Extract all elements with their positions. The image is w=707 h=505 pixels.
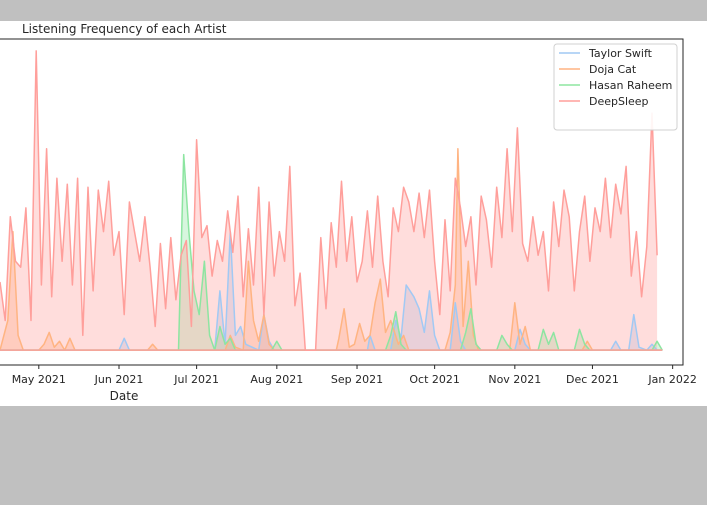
x-tick-label: Sep 2021 — [331, 373, 383, 386]
x-tick-label: Nov 2021 — [488, 373, 541, 386]
x-tick-label: Oct 2021 — [409, 373, 460, 386]
x-tick-label: Jul 2021 — [173, 373, 219, 386]
legend-label: Taylor Swift — [588, 47, 653, 60]
chart-title: Listening Frequency of each Artist — [22, 22, 227, 36]
figure: Listening Frequency of each Artist May 2… — [0, 21, 707, 406]
legend-label: Hasan Raheem — [589, 79, 672, 92]
x-tick-label: Aug 2021 — [250, 373, 303, 386]
x-tick-label: Jun 2021 — [94, 373, 144, 386]
series-line-taylor-swift — [118, 230, 658, 351]
x-axis: May 2021 Jun 2021 Jul 2021 Aug 2021 Sep 2021… — [12, 365, 697, 386]
legend-box — [553, 43, 678, 131]
area-deepsleep — [0, 50, 658, 351]
x-tick-label: May 2021 — [12, 373, 66, 386]
series-line-deepsleep — [0, 50, 658, 351]
legend-label: DeepSleep — [589, 95, 649, 108]
line-chart: Listening Frequency of each Artist May 2… — [0, 22, 697, 403]
x-tick-label: Dec 2021 — [566, 373, 619, 386]
x-tick-label: Jan 2022 — [647, 373, 696, 386]
plot-frame — [0, 38, 684, 366]
x-axis-label: Date — [110, 389, 139, 403]
legend-label: Doja Cat — [589, 63, 637, 76]
legend: Taylor Swift Doja Cat Hasan Raheem DeepSlee… — [553, 43, 678, 131]
